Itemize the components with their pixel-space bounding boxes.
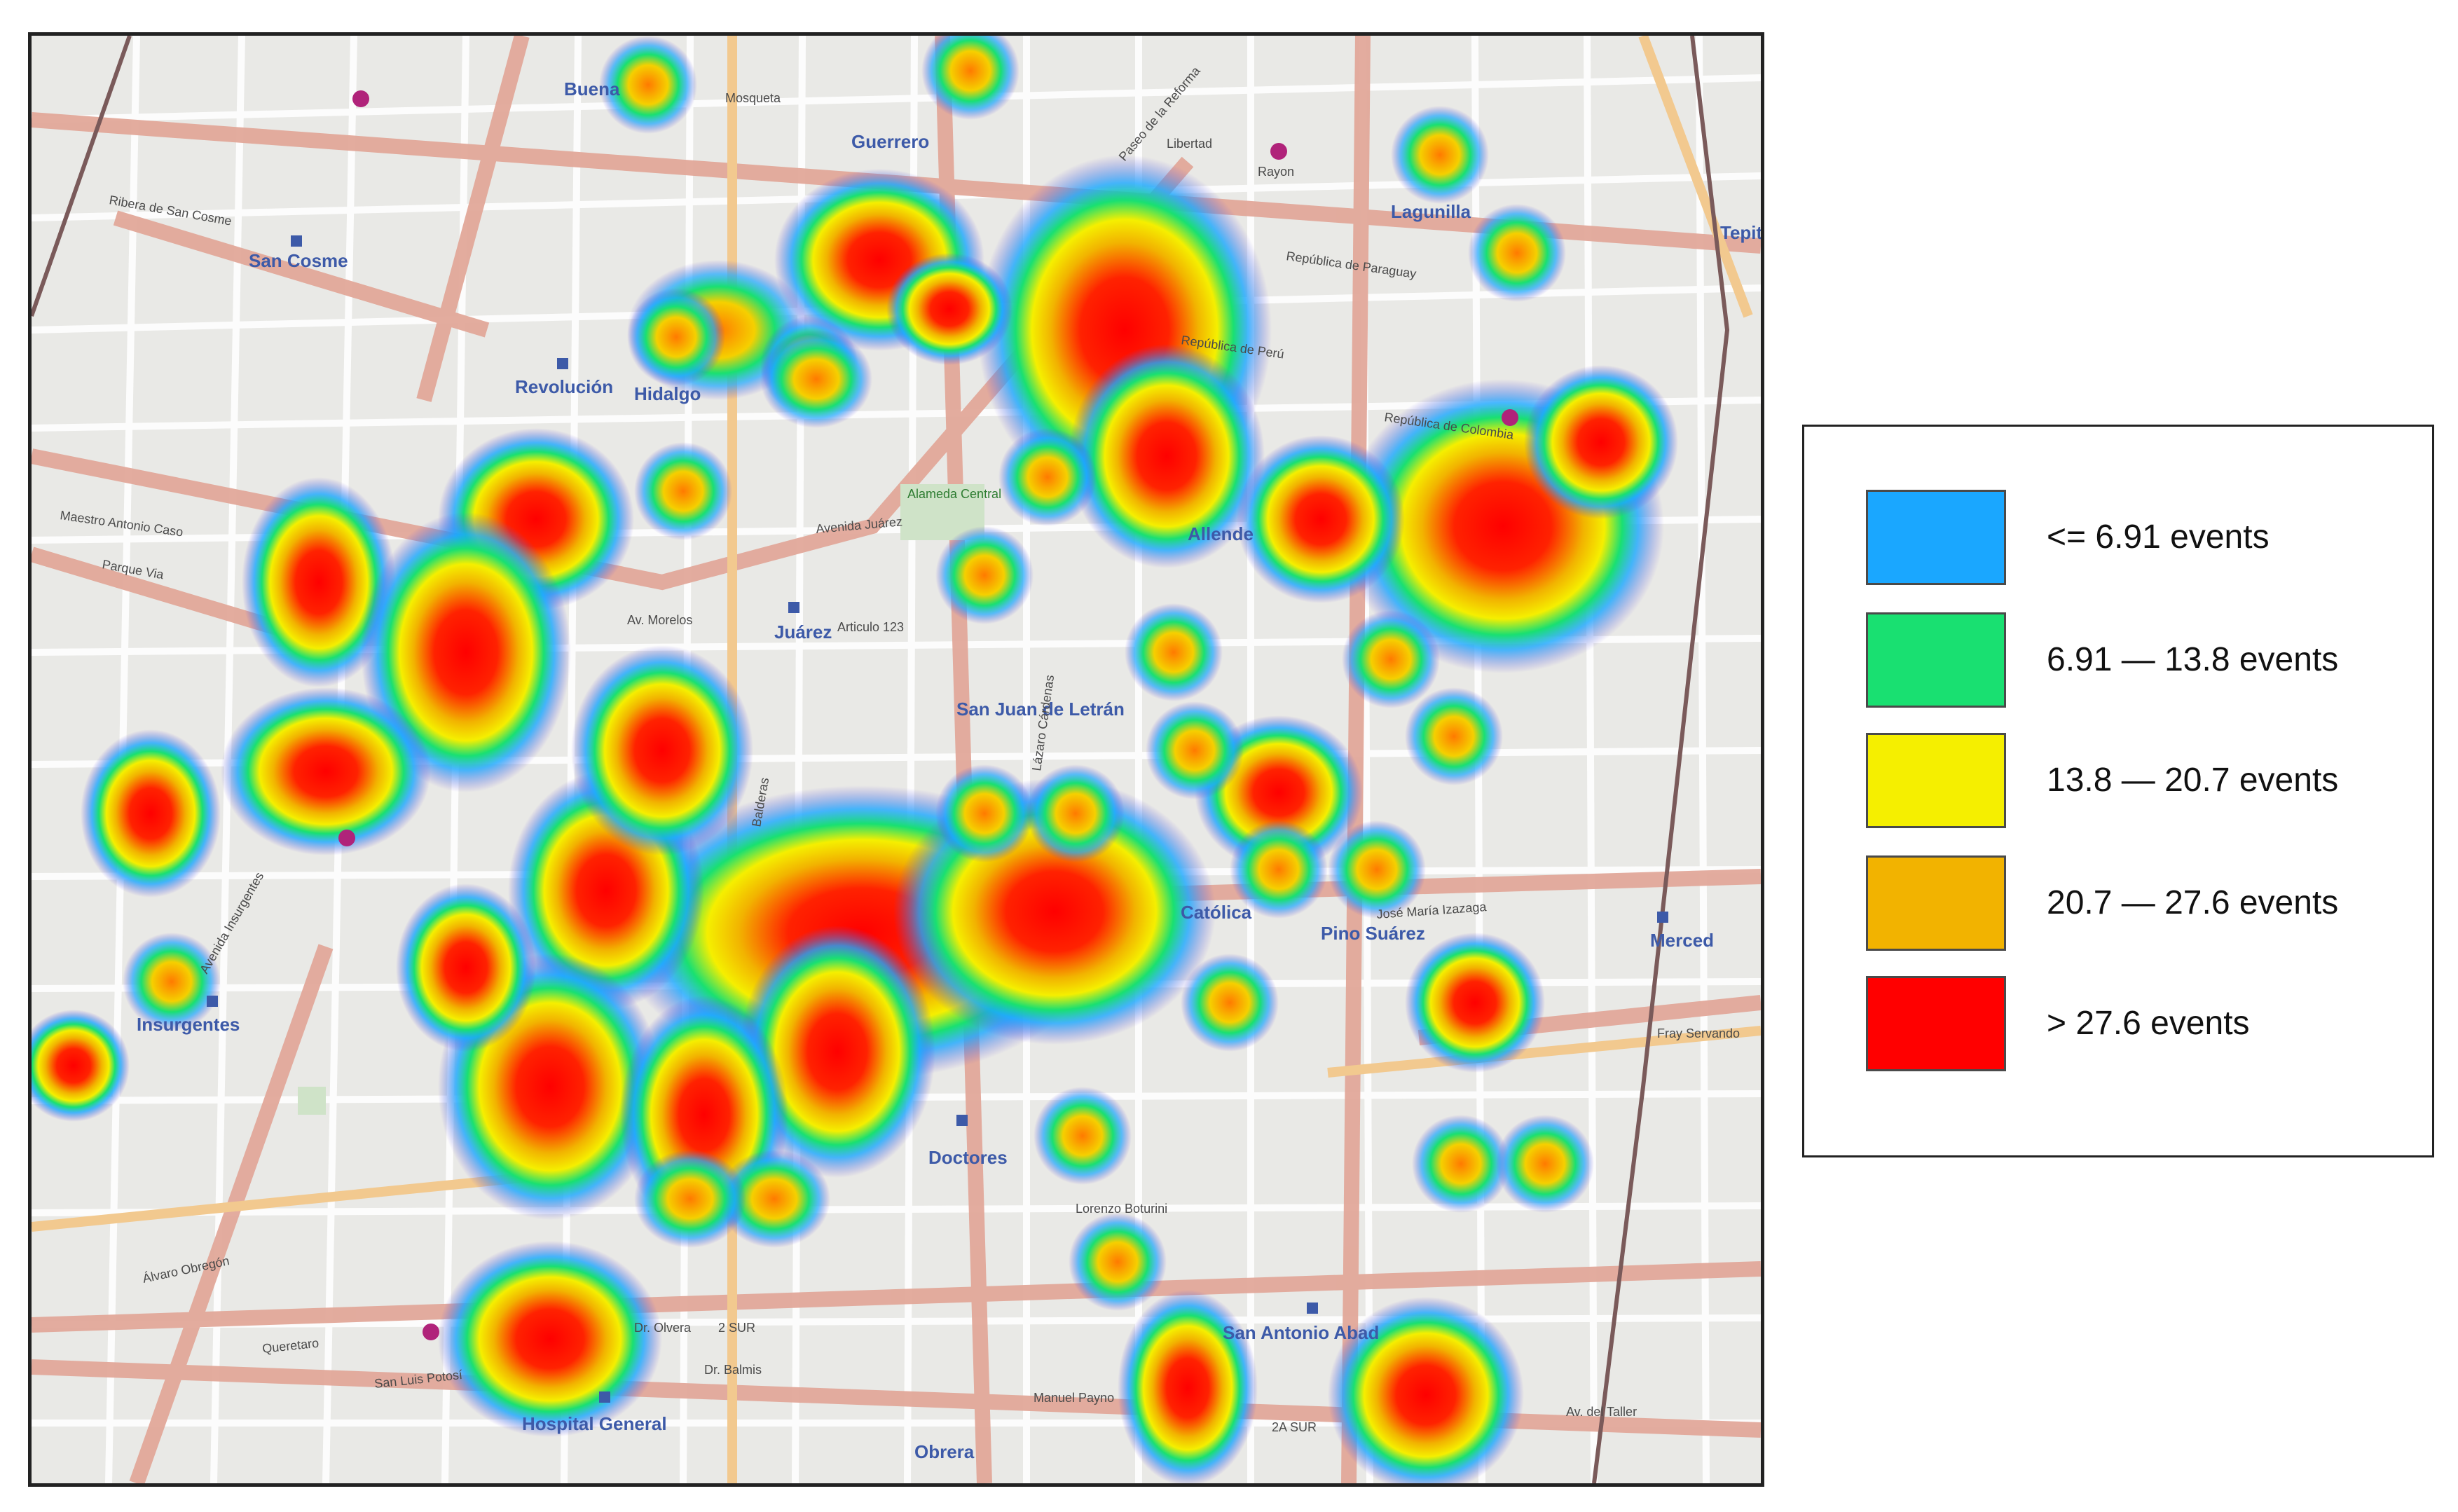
heat-spot-moderate xyxy=(1034,1087,1132,1185)
heat-spot-moderate xyxy=(1405,687,1503,785)
street-label: Mosqueta xyxy=(725,91,781,105)
street-label: 2 SUR xyxy=(718,1321,755,1335)
legend-item: 20.7 — 27.6 events xyxy=(1866,855,2412,954)
heat-spot xyxy=(1118,1290,1258,1483)
label-lagunilla: Lagunilla xyxy=(1391,201,1471,222)
heat-spot-moderate xyxy=(1069,1213,1167,1311)
legend-label: 13.8 — 20.7 events xyxy=(2047,761,2338,799)
street-label: Av. del Taller xyxy=(1566,1405,1637,1419)
street-label: Manuel Payno xyxy=(1034,1391,1114,1405)
label-alameda-central: Alameda Central xyxy=(907,487,1001,501)
hospital-marker-icon xyxy=(352,90,369,107)
heat-spot xyxy=(221,687,431,855)
heat-spot-moderate xyxy=(998,428,1097,526)
label-allende: Allende xyxy=(1188,523,1254,544)
heat-spot-moderate xyxy=(760,330,872,428)
label-san-antonio-abad: San Antonio Abad xyxy=(1223,1322,1379,1343)
heat-spot-moderate xyxy=(1496,1115,1594,1213)
map-canvas: Guerrero San Cosme Revolución Hidalgo Ju… xyxy=(32,36,1761,1483)
label-doctores: Doctores xyxy=(928,1147,1008,1168)
street-label: Dr. Balmis xyxy=(704,1363,762,1377)
heat-spot-moderate xyxy=(1342,610,1440,708)
label-san-cosme: San Cosme xyxy=(249,250,348,271)
metro-station-icon xyxy=(291,235,302,247)
label-juarez: Juárez xyxy=(774,621,832,642)
hospital-marker-icon xyxy=(338,830,355,846)
heat-spot-moderate xyxy=(1391,106,1489,204)
heat-spot xyxy=(1237,435,1405,603)
legend-swatch-green xyxy=(1866,612,2006,708)
metro-station-icon xyxy=(956,1115,968,1126)
metro-station-icon xyxy=(788,602,799,613)
label-merced: Merced xyxy=(1650,930,1714,951)
label-rayon: Rayon xyxy=(1258,165,1294,179)
street-label: 2A SUR xyxy=(1272,1420,1317,1434)
street-label: Fray Servando xyxy=(1657,1026,1740,1040)
legend-item: <= 6.91 events xyxy=(1866,490,2412,588)
legend-label: <= 6.91 events xyxy=(2047,518,2270,556)
label-buena: Buena xyxy=(564,78,620,99)
hospital-marker-icon xyxy=(423,1324,439,1340)
heat-spot-moderate xyxy=(1328,820,1426,919)
legend-swatch-blue xyxy=(1866,490,2006,585)
heat-spot xyxy=(571,645,753,855)
heatmap-map[interactable]: Guerrero San Cosme Revolución Hidalgo Ju… xyxy=(28,32,1764,1487)
hospital-marker-icon xyxy=(1270,143,1287,160)
legend-swatch-orange xyxy=(1866,855,2006,951)
label-tepito: Tepito xyxy=(1720,222,1761,243)
heat-spot xyxy=(396,884,536,1052)
heat-spot-moderate xyxy=(935,526,1034,624)
label-pino-suarez: Pino Suárez xyxy=(1321,923,1425,944)
street-label: Av. Morelos xyxy=(627,613,692,627)
street-label: Libertad xyxy=(1167,137,1212,151)
label-catolica: Católica xyxy=(1181,902,1252,923)
label-hidalgo: Hidalgo xyxy=(634,383,701,404)
heat-spot xyxy=(1405,933,1545,1073)
label-hospital-general: Hospital General xyxy=(522,1413,667,1434)
legend-swatch-yellow xyxy=(1866,733,2006,828)
heat-spot xyxy=(438,1241,662,1437)
legend-item: 6.91 — 13.8 events xyxy=(1866,612,2412,710)
metro-station-icon xyxy=(599,1391,610,1403)
heat-spot xyxy=(886,253,1012,365)
legend-item: > 27.6 events xyxy=(1866,976,2412,1074)
heat-spot xyxy=(81,729,221,898)
park-small xyxy=(298,1087,326,1115)
metro-station-icon xyxy=(1657,912,1668,923)
heat-spot-moderate xyxy=(1468,204,1566,302)
heat-spot-moderate xyxy=(634,442,732,540)
legend-label: 6.91 — 13.8 events xyxy=(2047,640,2338,679)
heat-spot-moderate xyxy=(1412,1115,1510,1213)
heat-spot-moderate xyxy=(627,288,725,386)
label-revolucion: Revolución xyxy=(515,376,613,397)
legend-label: > 27.6 events xyxy=(2047,1004,2250,1043)
heat-spot-moderate xyxy=(1146,701,1244,799)
heat-spot-moderate xyxy=(1125,603,1223,701)
heat-spot-moderate xyxy=(1181,954,1279,1052)
metro-station-icon xyxy=(557,358,568,369)
street-label: Lorenzo Boturini xyxy=(1076,1202,1167,1216)
street-label: Dr. Olvera xyxy=(634,1321,692,1335)
legend-label: 20.7 — 27.6 events xyxy=(2047,884,2338,922)
label-insurgentes: Insurgentes xyxy=(137,1014,240,1035)
street-label: Articulo 123 xyxy=(837,620,904,634)
legend-swatch-red xyxy=(1866,976,2006,1071)
heat-spot xyxy=(1524,365,1678,519)
metro-station-icon xyxy=(1307,1303,1318,1314)
heat-spot-moderate xyxy=(935,764,1034,862)
legend: <= 6.91 events 6.91 — 13.8 events 13.8 —… xyxy=(1802,425,2434,1157)
heat-spot-moderate xyxy=(634,1150,746,1248)
heat-spot-moderate xyxy=(1027,764,1125,862)
label-obrera: Obrera xyxy=(914,1441,975,1462)
legend-item: 13.8 — 20.7 events xyxy=(1866,733,2412,831)
metro-station-icon xyxy=(207,996,218,1007)
label-guerrero: Guerrero xyxy=(851,131,929,152)
hospital-marker-icon xyxy=(1502,409,1518,426)
